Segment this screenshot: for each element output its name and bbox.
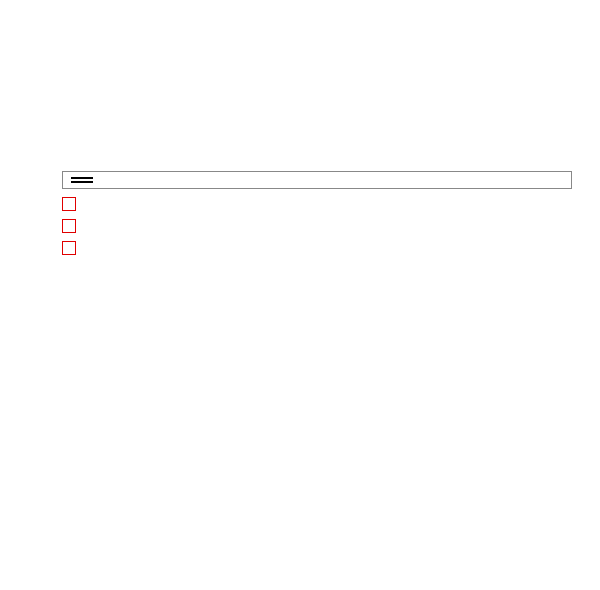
chart-svg	[0, 12, 300, 162]
sale-marker-2	[62, 219, 76, 233]
legend-row-hpi	[71, 180, 563, 184]
sale-marker-3	[62, 241, 76, 255]
sale-row-2	[62, 215, 572, 237]
legend-swatch-property	[71, 177, 93, 179]
sale-rows	[62, 193, 572, 259]
legend-swatch-hpi	[71, 181, 93, 183]
legend	[62, 171, 572, 189]
chart-container	[0, 0, 600, 259]
sale-marker-1	[62, 197, 76, 211]
chart	[0, 12, 600, 167]
sale-row-3	[62, 237, 572, 259]
sale-row-1	[62, 193, 572, 215]
titles	[0, 0, 600, 12]
